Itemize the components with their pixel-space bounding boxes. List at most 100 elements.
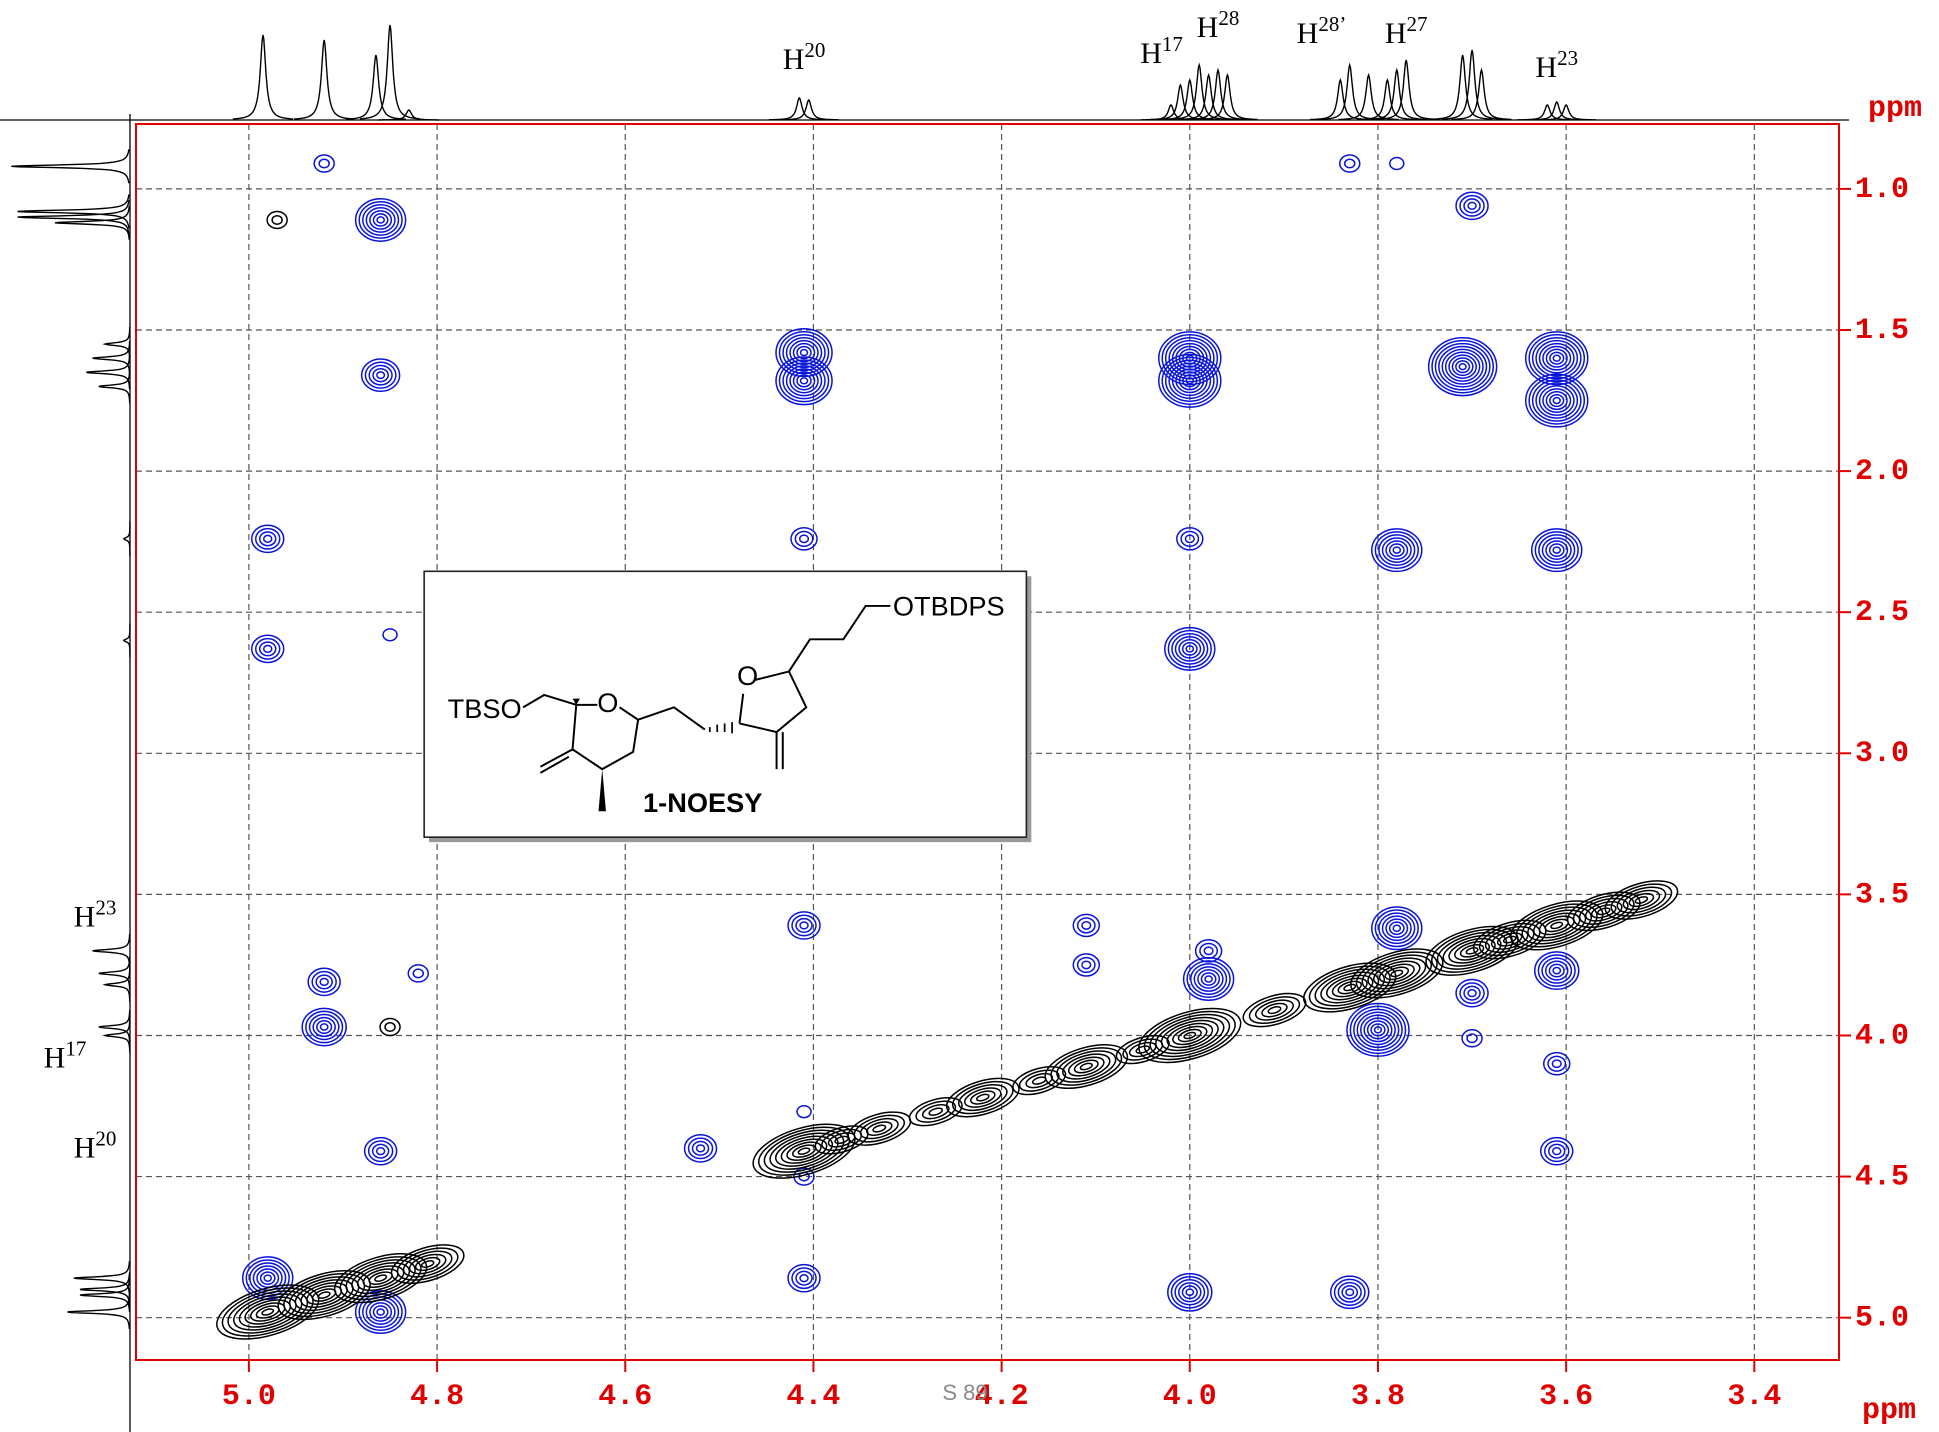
contour-ring xyxy=(774,1135,834,1167)
contour-ring xyxy=(1374,531,1419,570)
contour-ring xyxy=(1185,377,1194,385)
protecting-group: OTBDPS xyxy=(893,591,1005,622)
peak-label-base: H xyxy=(783,43,805,76)
peaks xyxy=(216,154,1679,1340)
x-tick-label: 4.8 xyxy=(410,1380,464,1414)
contour-ring xyxy=(1076,956,1096,974)
contour-ring xyxy=(1363,1017,1393,1043)
contour-ring xyxy=(695,1144,706,1153)
contour-ring xyxy=(795,917,813,933)
trace-peak xyxy=(17,194,130,229)
cross-peak xyxy=(333,1253,428,1304)
contour-ring xyxy=(1349,1005,1407,1055)
trace-peak xyxy=(1187,67,1249,121)
contour-ring xyxy=(1448,354,1477,379)
contour-ring xyxy=(1149,1013,1231,1058)
cross-peak xyxy=(1566,891,1641,932)
contour-ring xyxy=(1467,989,1477,998)
peak-label: H17 xyxy=(1140,32,1183,70)
contour-ring xyxy=(1442,934,1502,967)
cross-peak xyxy=(1115,1034,1170,1065)
peak-label: H23 xyxy=(1535,46,1578,84)
contour-ring xyxy=(921,1103,950,1120)
contour-ring xyxy=(1062,1053,1111,1080)
contour-ring xyxy=(1370,1023,1386,1037)
contour-ring xyxy=(1549,393,1565,408)
contour-ring xyxy=(364,361,397,389)
contour-ring xyxy=(778,331,830,375)
contour-ring xyxy=(263,1274,273,1282)
contour-ring xyxy=(1355,951,1438,996)
contour-ring xyxy=(1171,632,1209,665)
contour-ring xyxy=(1502,935,1517,944)
trace-peak xyxy=(86,355,131,390)
contour-ring xyxy=(1467,201,1477,210)
contour-ring xyxy=(1466,1033,1478,1044)
cross-peak xyxy=(1455,191,1489,221)
cross-peak xyxy=(1329,1275,1370,1310)
contour-ring xyxy=(853,1114,906,1143)
contour-ring xyxy=(376,216,385,224)
peak-label-base: H xyxy=(1297,17,1319,50)
contour-ring xyxy=(261,1308,275,1316)
cross-peak xyxy=(1176,527,1204,551)
trace-peak xyxy=(122,521,131,556)
contour-ring xyxy=(254,527,281,550)
contour-ring xyxy=(1549,351,1565,365)
contour-ring xyxy=(1535,382,1579,419)
contour-ring xyxy=(1537,954,1576,987)
contour-ring xyxy=(1541,537,1572,564)
protecting-group: TBSO xyxy=(448,693,522,724)
contour-ring xyxy=(1164,336,1215,380)
contour-ring xyxy=(1535,339,1579,377)
cross-peak xyxy=(313,154,335,173)
contour-ring xyxy=(1572,894,1635,928)
contour-ring xyxy=(1356,1011,1400,1049)
contour-ring xyxy=(866,1121,893,1136)
contour-ring xyxy=(1448,937,1496,964)
peak-label-base: H xyxy=(1197,11,1219,44)
contour-ring xyxy=(258,531,277,547)
cross-peak xyxy=(1371,906,1423,951)
contour-ring xyxy=(1331,977,1368,998)
contour-ring xyxy=(1333,1278,1366,1306)
contour-ring xyxy=(1079,1062,1093,1071)
contour-ring xyxy=(791,914,817,937)
contour-ring xyxy=(1628,892,1655,908)
contour-ring xyxy=(1175,345,1205,371)
contour-ring xyxy=(976,1093,990,1102)
contour-ring xyxy=(796,374,812,388)
contour-ring xyxy=(1343,158,1356,169)
x-tick-label: 5.0 xyxy=(222,1380,276,1414)
contour-ring xyxy=(769,1132,839,1170)
contour-ring xyxy=(798,534,810,544)
peak-label: H23 xyxy=(74,895,117,933)
trace-peak xyxy=(1338,72,1399,121)
contour-ring xyxy=(1384,966,1410,981)
contour-ring xyxy=(374,1274,388,1282)
contour-ring xyxy=(1314,968,1385,1007)
contour-ring xyxy=(1373,960,1421,987)
contour-ring xyxy=(1204,975,1213,983)
contour-ring xyxy=(1325,974,1374,1001)
contour-ring xyxy=(358,200,403,239)
contour-ring xyxy=(795,1270,813,1286)
contour-ring xyxy=(1531,379,1582,422)
contour-ring xyxy=(365,207,396,233)
cross-peak xyxy=(1138,1007,1242,1064)
contour-ring xyxy=(1143,1010,1236,1061)
y-tick-label: 2.5 xyxy=(1855,596,1909,630)
trace-peak xyxy=(79,1278,131,1312)
contour-ring xyxy=(1181,1285,1198,1300)
cross-peak xyxy=(790,527,818,551)
cross-peak xyxy=(1524,331,1589,386)
cross-peak xyxy=(945,1077,1020,1118)
contour-ring xyxy=(1361,954,1433,993)
contour-ring xyxy=(372,367,389,383)
contour-ring xyxy=(1459,982,1485,1005)
contour-ring xyxy=(1168,362,1212,400)
contour-ring xyxy=(367,1140,394,1163)
cross-peak xyxy=(775,328,833,378)
x-tick-label: 3.8 xyxy=(1351,1380,1405,1414)
contour-ring xyxy=(1170,1275,1209,1309)
